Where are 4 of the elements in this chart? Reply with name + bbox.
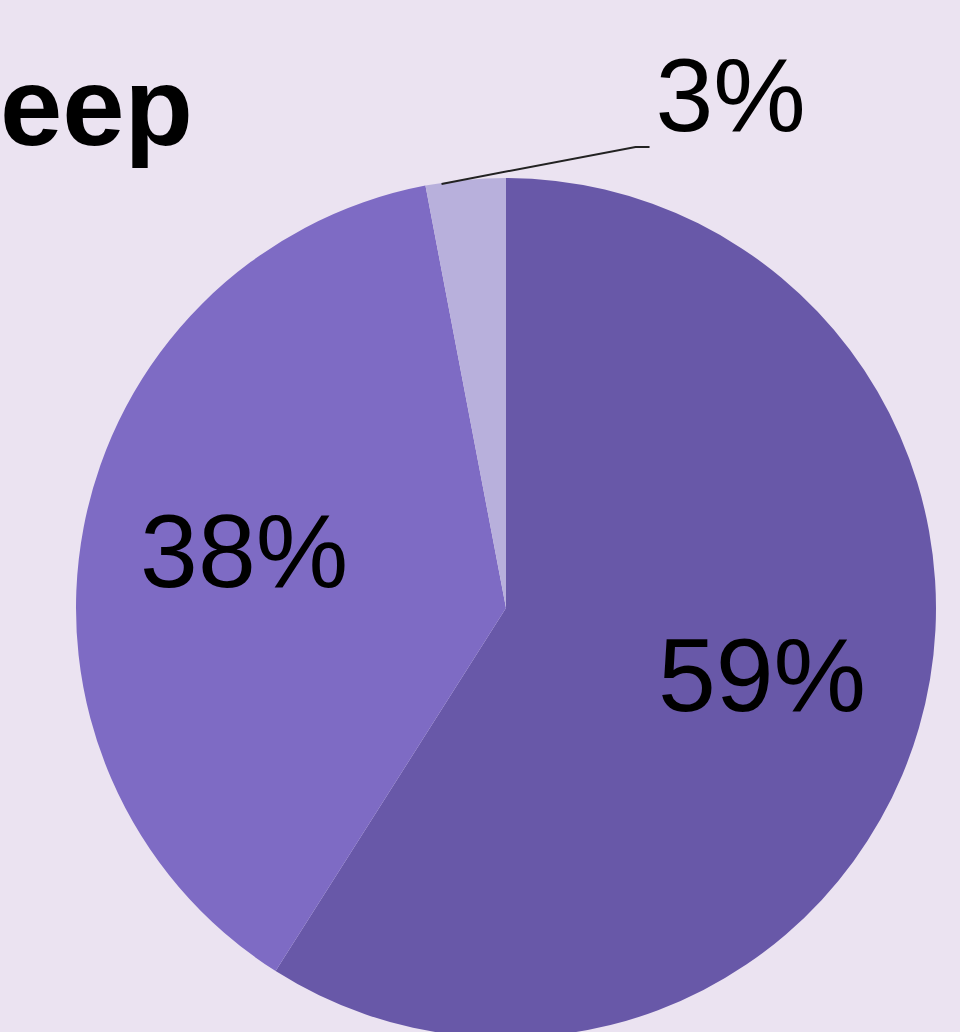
- data-label: 3%: [655, 36, 806, 153]
- chart-title: eep: [0, 43, 193, 171]
- data-label: 38%: [140, 492, 349, 609]
- data-label: 59%: [657, 617, 867, 734]
